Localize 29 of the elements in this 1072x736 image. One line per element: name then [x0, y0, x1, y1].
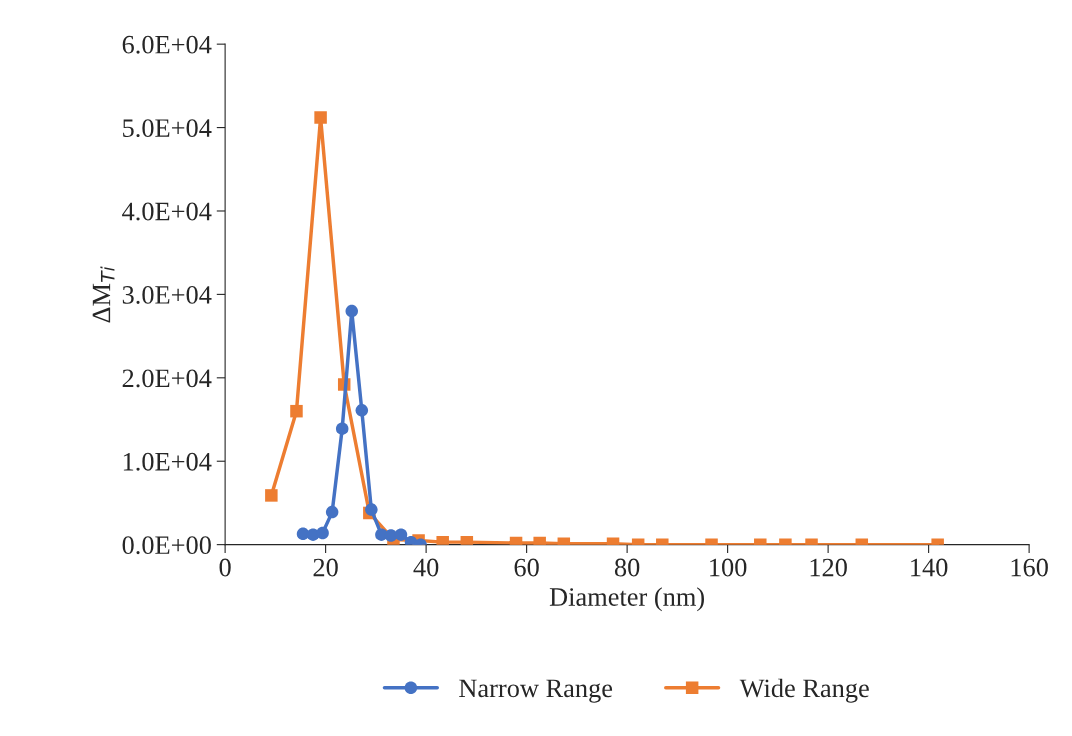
point — [325, 505, 339, 519]
x-tick-label: 60 — [514, 558, 539, 577]
y-tick-label: 3.0E+04 — [122, 286, 212, 304]
y-tick-label: 4.0E+04 — [122, 202, 212, 221]
y-tick-label: 2.0E+04 — [122, 369, 212, 388]
legend-label: Narrow Range — [459, 679, 613, 703]
legend-label: Wide Range — [739, 678, 869, 703]
x-tick-label: 80 — [614, 558, 640, 577]
point — [335, 422, 349, 435]
point — [290, 404, 303, 418]
x-axis-title: Diameter (nm) — [549, 587, 704, 612]
y-axis-title: ΔM$_{Ti}$ — [92, 266, 115, 323]
y-tick-label: 5.0E+04 — [123, 119, 212, 138]
point — [365, 503, 378, 516]
x-tick-label: 120 — [810, 558, 847, 577]
y-tick-label: 1.0E+04 — [123, 452, 212, 471]
x-tick-label: 40 — [413, 558, 439, 577]
point — [316, 526, 329, 540]
x-tick-label: 0 — [219, 558, 231, 577]
x-tick-label: 140 — [911, 558, 948, 577]
y-tick-label: 0.0E+00 — [122, 536, 211, 555]
x-tick-label: 160 — [1011, 558, 1048, 577]
x-tick-label: 20 — [313, 558, 338, 577]
x-tick-label: 100 — [710, 558, 747, 577]
point — [345, 304, 358, 318]
y-tick-label: 6.0E+04 — [122, 35, 212, 54]
point — [355, 404, 369, 417]
point — [394, 528, 408, 541]
point — [265, 489, 278, 502]
